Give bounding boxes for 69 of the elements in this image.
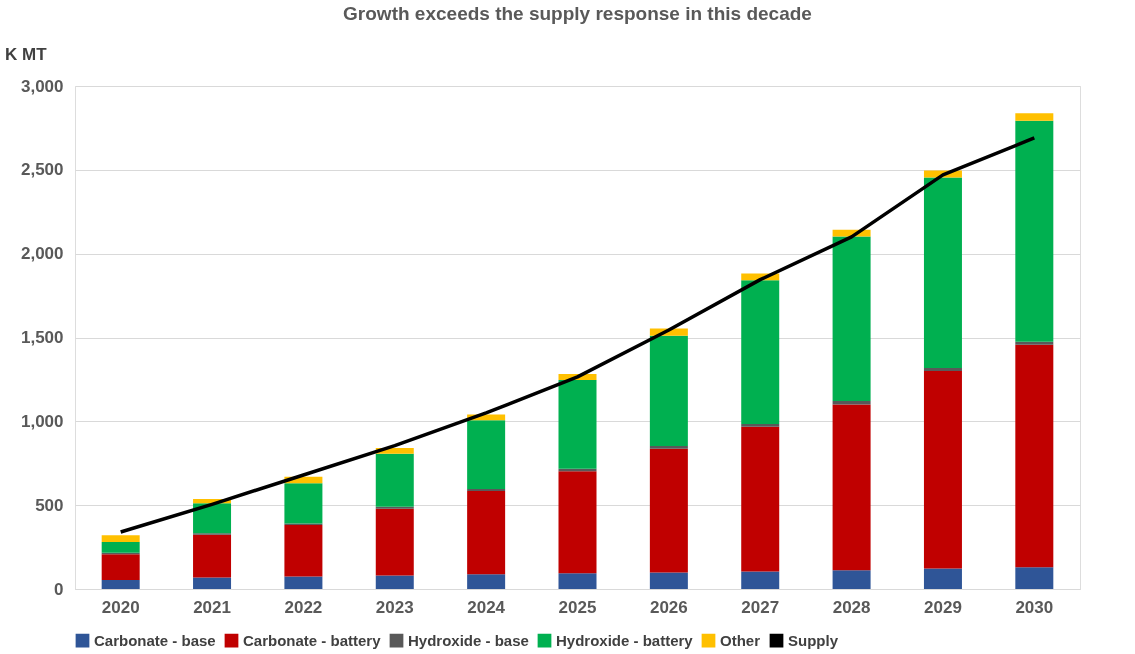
y-tick-label: 0 [54, 579, 64, 599]
bar [375, 575, 414, 589]
bar [375, 508, 414, 576]
bar [193, 503, 232, 534]
y-tick-label: 3,000 [20, 76, 64, 96]
x-tick-label: 2030 [1015, 597, 1054, 617]
bar [1015, 120, 1054, 342]
bar [101, 579, 140, 589]
line-series [118, 136, 1037, 534]
bar [832, 570, 871, 589]
bar [467, 488, 506, 491]
y-tick-label: 500 [35, 495, 64, 515]
bar [741, 280, 780, 425]
bar [1015, 341, 1054, 345]
bar [923, 371, 962, 569]
bar [649, 448, 688, 573]
bar [923, 368, 962, 372]
bar [284, 483, 323, 524]
bar [558, 380, 597, 469]
bar [923, 177, 962, 369]
y-tick-label: 1,500 [20, 328, 64, 347]
bar [558, 573, 597, 589]
bar [832, 404, 871, 571]
bar [101, 554, 140, 580]
x-tick-label: 2026 [649, 597, 688, 617]
x-tick-label: 2024 [467, 597, 506, 617]
bar [1015, 344, 1054, 568]
bar [467, 490, 506, 575]
x-tick-label: 2027 [741, 597, 780, 617]
bar [101, 542, 140, 553]
x-tick-label: 2029 [924, 597, 962, 617]
bar [923, 568, 962, 589]
x-tick-label: 2022 [284, 597, 323, 617]
legend-label: Hydroxide - base [408, 631, 529, 649]
y-tick-label: 1,000 [20, 411, 64, 431]
bar [1015, 113, 1054, 121]
y-axis-title: K MT [5, 45, 48, 64]
bar [649, 335, 688, 446]
legend-label: Supply [788, 631, 839, 649]
bar [832, 401, 871, 405]
bar [558, 471, 597, 574]
legend-label: Carbonate - base [94, 631, 216, 649]
x-tick-label: 2025 [558, 597, 597, 617]
bar [741, 571, 780, 589]
x-tick-label: 2028 [832, 597, 871, 617]
bar [101, 535, 140, 543]
legend-label: Other [720, 631, 761, 649]
bar [832, 236, 871, 402]
bar [193, 577, 232, 589]
chart-title: Growth exceeds the supply response in this decade [343, 3, 812, 24]
bar [741, 424, 780, 427]
bar [284, 576, 323, 589]
bar [284, 525, 323, 577]
legend-label: Carbonate - battery [243, 631, 382, 649]
y-tick-label: 2,000 [20, 244, 64, 264]
x-tick-label: 2023 [375, 597, 414, 617]
x-tick-label: 2021 [193, 597, 231, 617]
x-tick-label: 2020 [101, 597, 140, 617]
legend-label: Hydroxide - battery [556, 631, 694, 649]
bar [467, 574, 506, 589]
bar [649, 572, 688, 589]
bar [649, 445, 688, 449]
bar [467, 420, 506, 489]
bar [193, 534, 232, 578]
y-tick-label: 2,500 [20, 160, 64, 180]
bar [741, 426, 780, 572]
bar [375, 453, 414, 507]
bar [375, 506, 414, 509]
bar [1015, 567, 1054, 589]
